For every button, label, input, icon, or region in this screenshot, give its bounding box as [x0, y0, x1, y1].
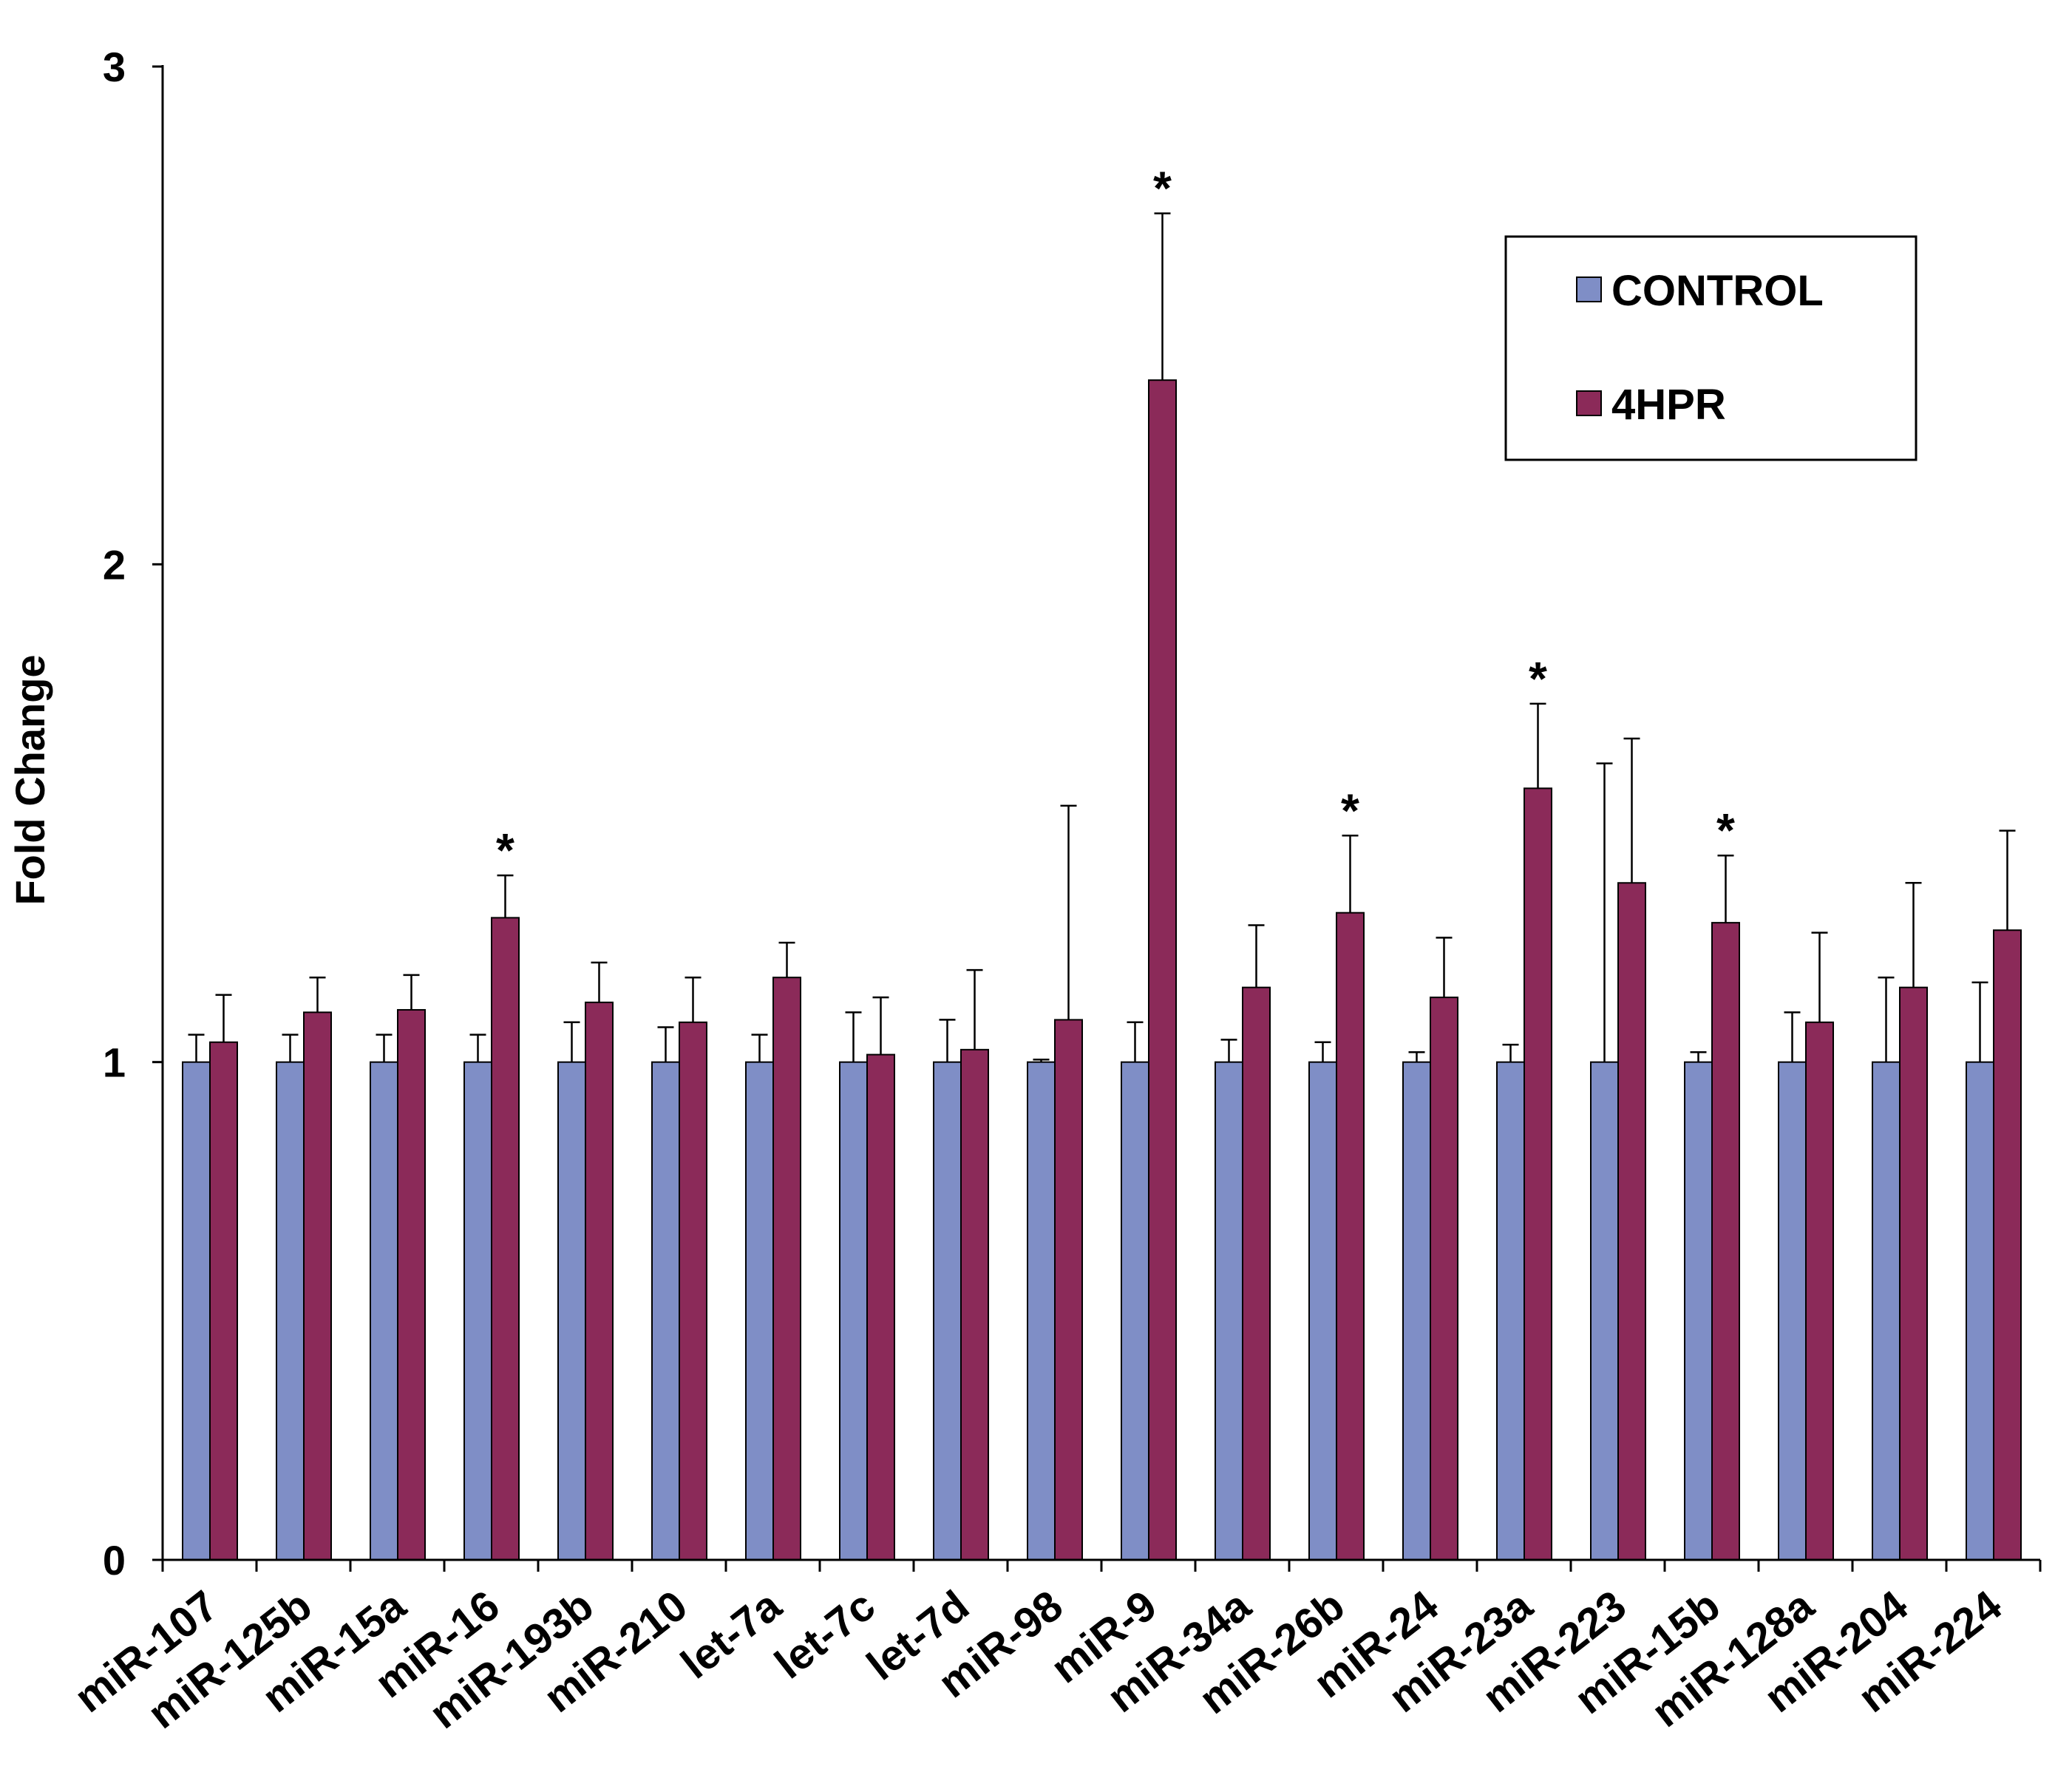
bar-control	[1778, 1061, 1807, 1561]
bar-4hpr	[397, 1008, 426, 1561]
y-tick-label: 3	[103, 44, 126, 90]
significance-mark: *	[1529, 652, 1547, 705]
legend-swatch-control	[1576, 276, 1602, 302]
bar-control	[370, 1061, 398, 1561]
legend-swatch-4hpr	[1576, 390, 1602, 416]
y-tick-label: 2	[103, 541, 126, 588]
bar-control	[745, 1061, 774, 1561]
significance-mark: *	[496, 824, 514, 877]
bar-control	[463, 1061, 492, 1561]
legend: CONTROL 4HPR	[1504, 235, 1918, 461]
legend-label-control: CONTROL	[1611, 267, 1824, 315]
bar-control	[1215, 1061, 1243, 1561]
bar-4hpr	[1993, 929, 2022, 1561]
bar-4hpr	[1336, 912, 1365, 1561]
significance-mark: *	[1716, 804, 1735, 857]
bar-control	[651, 1061, 680, 1561]
bar-control	[1872, 1061, 1901, 1561]
bar-4hpr	[1524, 787, 1552, 1561]
bar-control	[839, 1061, 868, 1561]
bar-4hpr	[1617, 882, 1646, 1561]
bar-4hpr	[1711, 922, 1740, 1561]
bar-4hpr	[209, 1041, 238, 1561]
bar-control	[1966, 1061, 1994, 1561]
bar-4hpr	[866, 1053, 895, 1561]
y-tick-label: 0	[103, 1537, 126, 1584]
bar-control	[1308, 1061, 1337, 1561]
bar-control	[276, 1061, 305, 1561]
bar-4hpr	[1430, 997, 1458, 1561]
error-bars-layer	[188, 212, 2016, 1062]
axes-layer	[152, 65, 2042, 1572]
bar-4hpr	[960, 1048, 989, 1561]
legend-label-4hpr: 4HPR	[1611, 381, 1726, 429]
bar-4hpr	[491, 917, 520, 1561]
bar-4hpr	[1148, 379, 1177, 1561]
bar-control	[1402, 1061, 1431, 1561]
bar-control	[1684, 1061, 1713, 1561]
bar-control	[1121, 1061, 1149, 1561]
bar-4hpr	[1054, 1019, 1083, 1561]
bar-4hpr	[303, 1011, 332, 1561]
y-tick-label: 1	[103, 1039, 126, 1086]
bar-4hpr	[1899, 986, 1928, 1561]
bar-4hpr	[1805, 1021, 1834, 1561]
bar-control	[933, 1061, 962, 1561]
bars-layer	[182, 379, 2022, 1561]
bar-control	[1496, 1061, 1525, 1561]
bar-4hpr	[679, 1021, 707, 1561]
significance-mark: *	[1341, 784, 1359, 837]
bar-4hpr	[585, 1001, 614, 1561]
bar-control	[1590, 1061, 1619, 1561]
bar-4hpr	[1242, 986, 1271, 1561]
y-axis-title: Fold Change	[7, 654, 53, 905]
bar-control	[1027, 1061, 1056, 1561]
bar-control	[182, 1061, 211, 1561]
bar-control	[557, 1061, 586, 1561]
significance-mark: *	[1153, 162, 1172, 215]
bar-4hpr	[772, 977, 801, 1561]
legend-box	[1504, 235, 1918, 461]
